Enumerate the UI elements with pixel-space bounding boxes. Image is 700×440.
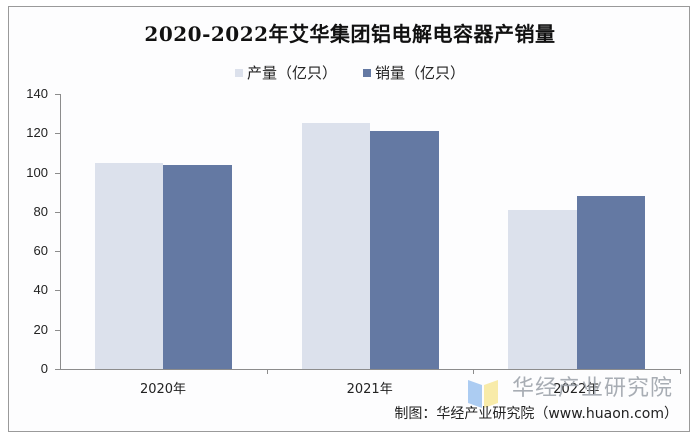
- legend-swatch-production: [234, 68, 243, 77]
- legend-swatch-sales: [363, 68, 371, 77]
- huajing-logo-icon: [468, 380, 498, 408]
- y-tick-label: 60: [33, 243, 48, 259]
- x-tick: [473, 369, 475, 374]
- y-tick: [55, 172, 60, 174]
- x-tick-label: 2021年: [346, 382, 393, 397]
- x-tick: [266, 369, 268, 374]
- watermark: 华经产业研究院: [512, 376, 674, 401]
- y-tick-label: 140: [26, 86, 48, 101]
- bar-sales-1: [370, 131, 439, 369]
- legend-item-production: 产量（亿只）: [234, 62, 337, 83]
- bar-production-0: [94, 162, 164, 369]
- x-tick: [680, 369, 681, 374]
- bar-production-2: [508, 209, 577, 369]
- y-tick: [55, 369, 60, 370]
- source-note: 制图：华经产业研究院（www.huaon.com）: [394, 406, 678, 422]
- y-tick-label: 120: [26, 125, 48, 141]
- y-tick: [55, 211, 60, 213]
- y-tick: [55, 133, 60, 135]
- bar-sales-2: [576, 196, 646, 369]
- y-tick-label: 40: [33, 282, 48, 298]
- y-tick-label: 100: [26, 164, 48, 180]
- x-tick-label: 2020年: [139, 382, 187, 397]
- bar-sales-0: [163, 164, 232, 369]
- y-tick-label: 80: [33, 203, 48, 219]
- y-tick: [55, 329, 60, 331]
- legend-item-sales: 销量（亿只）: [363, 62, 465, 83]
- y-tick: [55, 290, 60, 292]
- x-tick-label: 2022年: [553, 382, 600, 397]
- legend-label-sales: 销量（亿只）: [375, 64, 466, 82]
- chart-legend: 产量（亿只） 销量（亿只）: [0, 62, 700, 83]
- bar-production-1: [301, 123, 370, 369]
- y-axis: [60, 94, 61, 369]
- chart-title: 2020-2022年艾华集团铝电解电容器产销量: [144, 22, 556, 46]
- legend-label-production: 产量（亿只）: [246, 64, 337, 82]
- x-axis: [60, 369, 680, 370]
- y-tick: [55, 94, 60, 95]
- y-tick: [55, 251, 60, 253]
- y-tick-label: 20: [33, 321, 48, 337]
- y-tick-label: 0: [40, 361, 48, 376]
